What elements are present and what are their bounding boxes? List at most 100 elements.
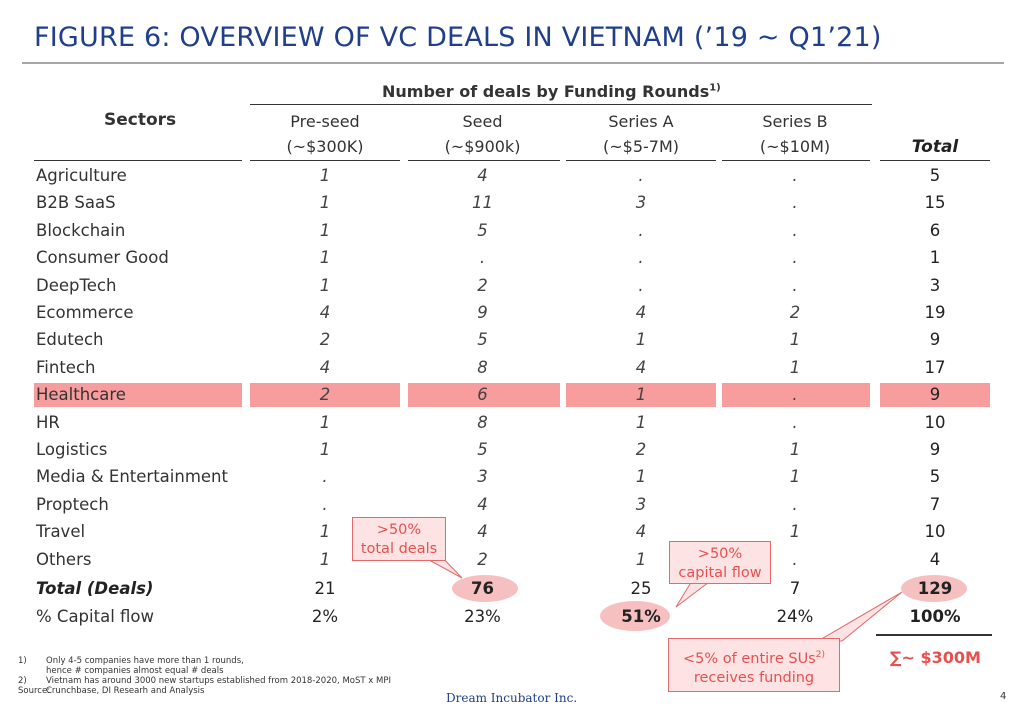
footnote-key: Source: [18, 686, 51, 696]
col-range-preseed: (~$300K) [286, 137, 364, 156]
deal-count-preseed: 1 [319, 248, 331, 268]
sum-capital-total: ∑~ $300M [890, 648, 981, 667]
series-a-header-rule [566, 160, 716, 161]
footnote-ref-2: 2) [815, 650, 825, 660]
deal-count-preseed: 1 [319, 166, 331, 185]
deal-count-series-b: . [792, 494, 798, 514]
deal-count-seed: 5 [477, 220, 488, 240]
capital-flow-series-a: 51% [621, 607, 661, 626]
footnote-1-cont: hence # companies almost equal # deals [18, 666, 391, 676]
table-row: Others 1 2 1. 4 [0, 546, 1024, 573]
row-total: 17 [924, 357, 946, 377]
table-row: Proptech. 4 3. 7 [0, 491, 1024, 518]
deal-count-seed: 9 [477, 303, 488, 322]
sector-name: Proptech [36, 494, 109, 514]
deal-count-seed: 6 [477, 385, 488, 405]
page-number: 4 [1000, 691, 1007, 702]
sector-name: DeepTech [36, 275, 117, 295]
deal-count-preseed: 1 [319, 522, 331, 542]
table-row: Edutech 2 5 1 1 9 [0, 326, 1024, 353]
sectors-header-rule [34, 160, 242, 161]
row-total: 9 [929, 330, 941, 350]
seed-header-rule [408, 160, 560, 161]
preseed-header-rule [250, 160, 400, 161]
deal-count-series-b: . [792, 193, 798, 213]
footnote-key: 1) [18, 656, 27, 666]
deal-count-preseed: 1 [319, 549, 331, 569]
capital-flow-preseed: 2% [311, 607, 339, 626]
footnote-source: Source: Crunchbase, DI Researh and Analys… [18, 686, 391, 696]
sector-name: Travel [36, 522, 86, 542]
table-row: Logistics 1 5 2 1 9 [0, 436, 1024, 463]
deal-count-series-b: . [792, 549, 798, 569]
footnote-1: 1) Only 4-5 companies have more than 1 ro… [18, 656, 391, 666]
deal-count-series-b: 1 [789, 522, 801, 542]
deal-count-series-a: 4 [635, 303, 647, 322]
deal-count-series-b: 1 [789, 330, 801, 350]
footnote-text: Vietnam has around 3000 new startups est… [46, 676, 391, 686]
table-row: Healthcare 2 6 1. 9 [0, 381, 1024, 408]
deal-count-preseed: 4 [319, 303, 331, 322]
deal-count-series-a: 1 [635, 412, 647, 432]
highlight-series-b [722, 383, 870, 407]
series-a-capital-ellipse [600, 601, 670, 631]
sector-name: Fintech [36, 357, 96, 377]
sector-name: Healthcare [36, 385, 126, 405]
total-deals-label: Total (Deals) [36, 579, 154, 598]
row-total: 10 [924, 522, 946, 542]
title-divider [22, 62, 1004, 64]
series-a-capital-callout: >50% capital flow [669, 541, 771, 584]
total-bottom-rule [876, 634, 992, 636]
col-header-series-b: Series B [762, 112, 828, 131]
deal-count-seed: 4 [477, 494, 488, 514]
sector-name: Edutech [36, 330, 104, 350]
deal-count-series-b: . [792, 412, 798, 432]
deal-count-series-a: 1 [635, 467, 647, 487]
row-total: 5 [929, 467, 941, 487]
row-total: 1 [929, 248, 941, 268]
deal-count-preseed: 1 [319, 220, 331, 240]
sus-callout-text: <5% of entire SUs [683, 650, 816, 667]
col-header-preseed: Pre-seed [290, 112, 360, 131]
deal-count-series-b: . [792, 166, 798, 185]
footnote-text: Only 4-5 companies have more than 1 roun… [46, 656, 244, 666]
deal-count-seed: 8 [477, 412, 488, 432]
deal-count-preseed: 1 [319, 193, 331, 213]
col-range-seed: (~$900k) [444, 137, 521, 156]
sector-name: Consumer Good [36, 248, 169, 268]
total-deals-series-b: 7 [789, 579, 801, 598]
sector-name: Logistics [36, 440, 108, 459]
deal-count-seed: 4 [477, 522, 488, 542]
deal-count-series-a: . [638, 275, 644, 295]
table-row: Agriculture 1 4.. 5 [0, 162, 1024, 189]
deal-count-series-b: . [792, 275, 798, 295]
capital-flow-seed: 23% [464, 607, 501, 626]
row-total: 9 [929, 440, 941, 459]
deal-count-preseed: . [322, 467, 328, 487]
grand-total-ellipse [901, 575, 967, 602]
deal-count-seed: 5 [477, 440, 488, 459]
highlight-sector [34, 383, 242, 407]
deal-count-seed: 2 [477, 549, 488, 569]
col-header-total: Total [911, 137, 959, 157]
total-deals-series-a: 25 [630, 579, 652, 598]
highlight-preseed [250, 383, 400, 407]
table-row: DeepTech 1 2.. 3 [0, 272, 1024, 299]
deal-count-series-a: 4 [635, 357, 647, 377]
deal-count-series-b: 1 [789, 467, 801, 487]
deal-count-preseed: 2 [319, 330, 331, 350]
deal-count-series-b: 1 [789, 440, 801, 459]
table-row: Fintech 4 8 4 1 17 [0, 354, 1024, 381]
sector-name: Ecommerce [36, 303, 134, 322]
deal-count-series-b: 2 [789, 303, 801, 322]
seed-total-ellipse [452, 575, 518, 602]
sector-name: Agriculture [36, 166, 127, 185]
col-range-series-a: (~$5-7M) [602, 137, 679, 156]
col-header-seed: Seed [462, 112, 503, 131]
row-total: 3 [929, 275, 941, 295]
capital-flow-total: 100% [909, 607, 961, 626]
deal-count-series-b: . [792, 385, 798, 405]
sector-name: B2B SaaS [36, 193, 116, 213]
table-row: HR 1 8 1. 10 [0, 409, 1024, 436]
total-deals-row: Total (Deals) 21 76 25 7 129 [0, 575, 1024, 602]
